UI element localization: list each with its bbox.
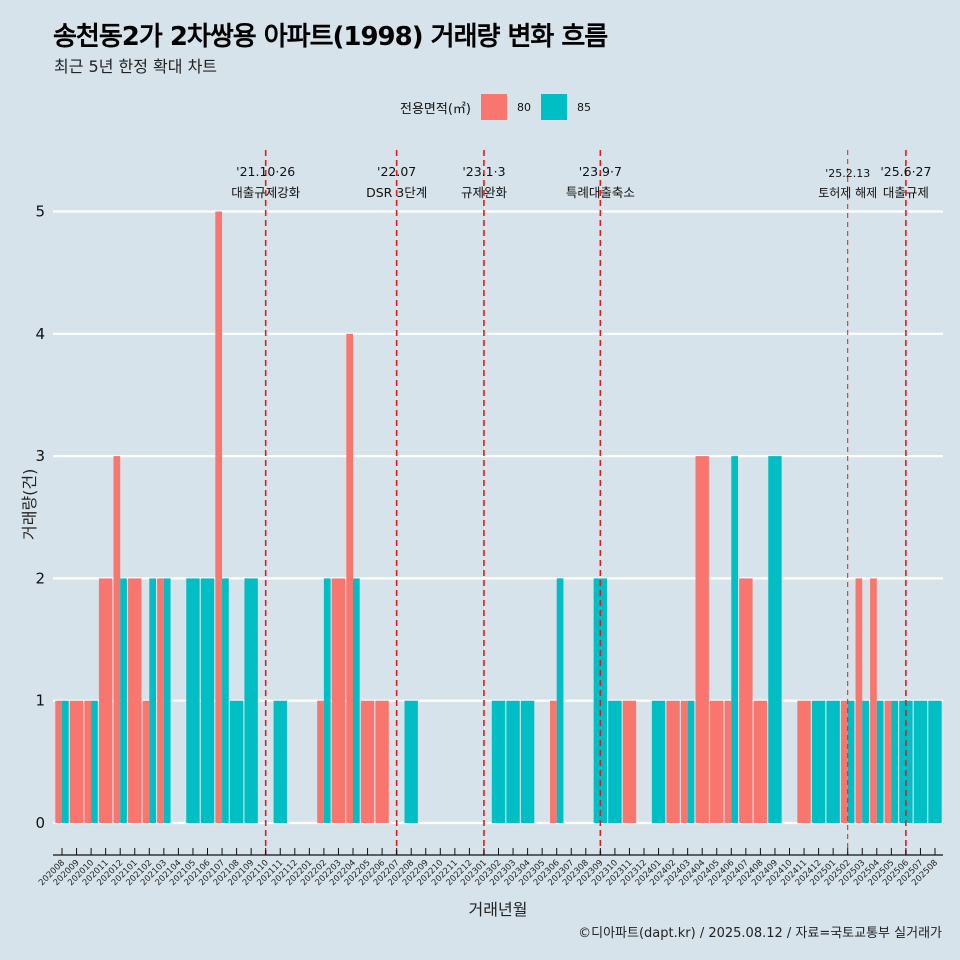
bar-80-202203 [331,578,346,823]
bar-80-202311 [622,700,637,823]
bar-85-202103 [163,578,171,823]
bar-80-202206 [375,700,389,823]
bar-85-202302 [491,700,506,823]
bar-85-202409 [768,456,782,823]
event-lines [264,150,907,855]
bar-85-202109 [244,578,258,823]
bar-80-202404 [695,456,709,823]
x-axis: 2020082020092020102020112020122021012021… [37,848,943,888]
bar-85-202306 [556,578,564,823]
bar-80-202403 [680,700,688,823]
bar-80-202402 [666,700,680,823]
bar-80-202405 [710,700,724,823]
bar-80-202101 [128,578,142,823]
y-tick-label: 5 [35,203,45,221]
bar-80-202505 [884,700,892,823]
bar-80-202407 [739,578,753,823]
bar-85-202202 [323,578,331,823]
event-label-202207: DSR 3단계 [366,185,427,200]
bar-85-202403 [687,700,695,823]
event-label-202110: 대출규제강화 [231,185,301,200]
event-date-202506: '25.6·27 [880,164,931,179]
event-date-202301: '23.1·3 [462,164,505,179]
bar-80-202411 [797,700,811,823]
legend: 전용면적(㎡) 80 85 [400,93,601,121]
event-label-202502: 토허제 해제 [818,186,877,200]
event-label-202506: 대출규제 [883,185,929,200]
bar-80-202306 [550,700,557,823]
bar-85-202008 [62,700,69,823]
bar-85-202303 [506,700,520,823]
bars [55,211,942,823]
bar-85-202012 [120,578,127,823]
bar-80-202011 [98,578,113,823]
bar-80-202502 [841,700,848,823]
event-date-202309: '23.9·7 [579,164,622,179]
bar-85-202310 [608,700,622,823]
bar-85-202406 [731,456,738,823]
event-date-202502: '25.2.13 [825,167,870,180]
event-label-202309: 특례대출축소 [566,185,635,200]
bar-85-202304 [520,700,535,823]
chart-subtitle: 최근 5년 한정 확대 차트 [54,57,218,76]
bar-85-202508 [928,700,942,823]
bar-80-202406 [724,700,732,823]
bar-85-202107 [222,578,229,823]
y-axis: 0 1 2 3 4 5 [35,203,45,833]
bar-85-202412 [811,700,826,823]
bar-85-202111 [273,700,287,823]
legend-title: 전용면적(㎡) [400,101,471,117]
bar-85-202401 [651,700,666,823]
bar-85-202505 [891,700,899,823]
source-caption: ©디아파트(dapt.kr) / 2025.08.12 / 자료=국토교통부 실… [578,926,942,941]
chart-title: 송천동2가 2차쌍용 아파트(1998) 거래량 변화 흐름 [53,22,608,52]
y-tick-label: 3 [35,447,45,465]
bar-85-202504 [876,700,884,823]
event-date-202110: '21.10·26 [236,164,295,179]
y-axis-label: 거래량(건) [20,468,39,540]
bar-80-202205 [360,700,375,823]
y-tick-label: 2 [35,569,45,587]
bar-85-202501 [826,700,840,823]
bar-85-202105 [186,578,200,823]
event-annotations: '21.10·26 대출규제강화 '22.07 DSR 3단계 '23.1·3 규제완화 '… [231,164,931,200]
bar-80-202408 [753,700,768,823]
bar-80-202503 [855,578,863,823]
bar-80-202009 [69,700,84,823]
bar-85-202503 [862,700,869,823]
legend-label-85: 85 [576,100,591,114]
bar-85-202102 [149,578,156,823]
y-tick-label: 1 [35,692,45,710]
legend-swatch-80 [480,94,507,120]
bar-85-202502 [847,700,855,823]
bar-80-202204 [346,333,353,823]
bar-80-202202 [317,700,324,823]
legend-label-80: 80 [516,100,531,114]
bar-80-202008 [55,700,62,823]
bar-80-202010 [84,700,92,823]
x-axis-label: 거래년월 [468,900,528,919]
bar-85-202208 [404,700,418,823]
bar-80-202504 [870,578,877,823]
bar-80-202107 [215,211,223,823]
bar-85-202507 [913,700,928,823]
bar-80-202102 [142,700,150,823]
bar-85-202204 [353,578,360,823]
bar-85-202106 [200,578,215,823]
event-label-202301: 규제완화 [461,185,508,200]
legend-swatch-85 [540,94,567,120]
event-date-202207: '22.07 [377,164,416,179]
y-tick-label: 0 [35,814,45,832]
bar-80-202103 [157,578,164,823]
bar-85-202108 [229,700,244,823]
bar-80-202012 [113,456,121,823]
y-tick-label: 4 [35,325,45,343]
bar-85-202010 [91,700,98,823]
